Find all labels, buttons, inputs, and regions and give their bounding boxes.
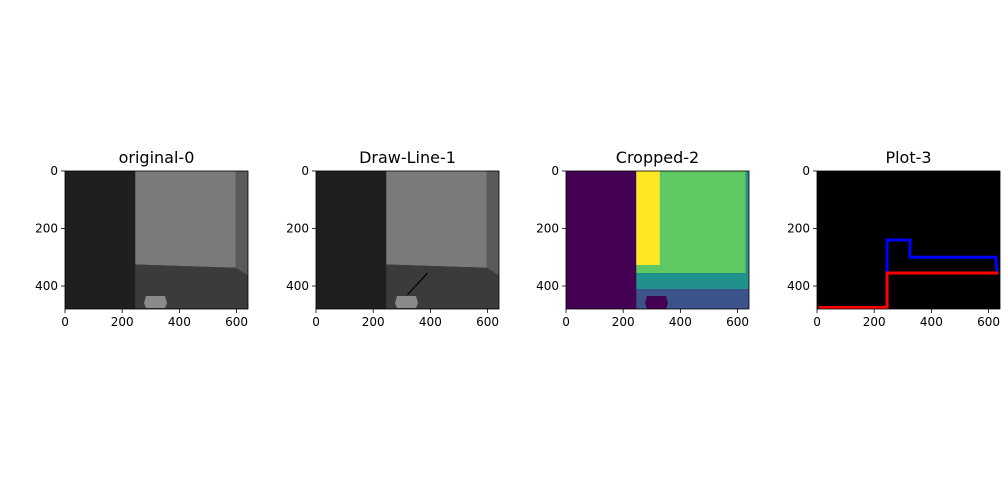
x-tick-label: 600 (977, 315, 1000, 329)
x-tick-label: 0 (61, 315, 69, 329)
y-tick-label: 0 (301, 164, 309, 178)
wall-back (386, 171, 487, 268)
series-red-line (818, 271, 999, 309)
y-ticks: 0 200 400 (536, 164, 566, 293)
x-ticks: 0 200 400 600 (813, 309, 1000, 329)
panel-title: original-0 (119, 148, 195, 167)
wall-right (235, 171, 248, 276)
x-tick-label: 600 (476, 315, 499, 329)
x-ticks: 0 200 400 600 (562, 309, 749, 329)
y-tick-label: 200 (536, 222, 559, 236)
image-area (316, 171, 499, 309)
y-ticks: 0 200 400 (787, 164, 817, 293)
x-tick-label: 600 (726, 315, 749, 329)
axes-frame (565, 170, 750, 310)
x-tick-label: 0 (813, 315, 821, 329)
x-tick-label: 200 (111, 315, 134, 329)
series-blue-line (885, 238, 999, 308)
wall-left (65, 171, 136, 309)
x-tick-label: 200 (362, 315, 385, 329)
axes-frame (64, 170, 249, 310)
y-tick-label: 400 (536, 279, 559, 293)
y-tick-label: 200 (35, 222, 58, 236)
x-tick-label: 0 (562, 315, 570, 329)
panel-plot: Plot-3 0 200 400 600 0 200 400 (787, 148, 1001, 329)
panel-title: Cropped-2 (616, 148, 699, 167)
region-floor-upper (636, 273, 749, 289)
y-ticks: 0 200 400 (35, 164, 65, 293)
y-tick-label: 200 (787, 222, 810, 236)
axes-frame (315, 170, 500, 310)
y-tick-label: 400 (787, 279, 810, 293)
panel-draw-line: Draw-Line-1 0 200 400 600 0 200 400 (286, 148, 500, 329)
region-right-strip (745, 171, 749, 273)
panel-title: Draw-Line-1 (359, 148, 456, 167)
object (144, 296, 167, 308)
x-tick-label: 400 (419, 315, 442, 329)
panel-cropped: Cropped-2 0 200 400 600 0 200 400 (536, 148, 750, 329)
region-object (645, 296, 668, 309)
y-tick-label: 400 (286, 279, 309, 293)
y-tick-label: 0 (551, 164, 559, 178)
y-tick-label: 200 (286, 222, 309, 236)
wall-left (316, 171, 387, 309)
x-tick-label: 400 (168, 315, 191, 329)
y-tick-label: 0 (802, 164, 810, 178)
panel-original: original-0 0 200 400 600 0 200 400 (35, 148, 249, 329)
y-tick-label: 400 (35, 279, 58, 293)
heatmap-area (566, 171, 749, 309)
x-ticks: 0 200 400 600 (61, 309, 248, 329)
panel-title: Plot-3 (885, 148, 931, 167)
object (395, 296, 418, 308)
x-tick-label: 200 (863, 315, 886, 329)
y-tick-label: 0 (50, 164, 58, 178)
region-column (636, 171, 660, 265)
x-tick-label: 400 (669, 315, 692, 329)
wall-back (135, 171, 236, 268)
image-area (65, 171, 248, 309)
x-ticks: 0 200 400 600 (312, 309, 499, 329)
y-ticks: 0 200 400 (286, 164, 316, 293)
axes-frame (816, 170, 1001, 310)
x-tick-label: 200 (612, 315, 635, 329)
x-tick-label: 600 (225, 315, 248, 329)
wall-right (486, 171, 499, 276)
x-tick-label: 400 (920, 315, 943, 329)
drawn-line (407, 272, 428, 296)
x-tick-label: 0 (312, 315, 320, 329)
